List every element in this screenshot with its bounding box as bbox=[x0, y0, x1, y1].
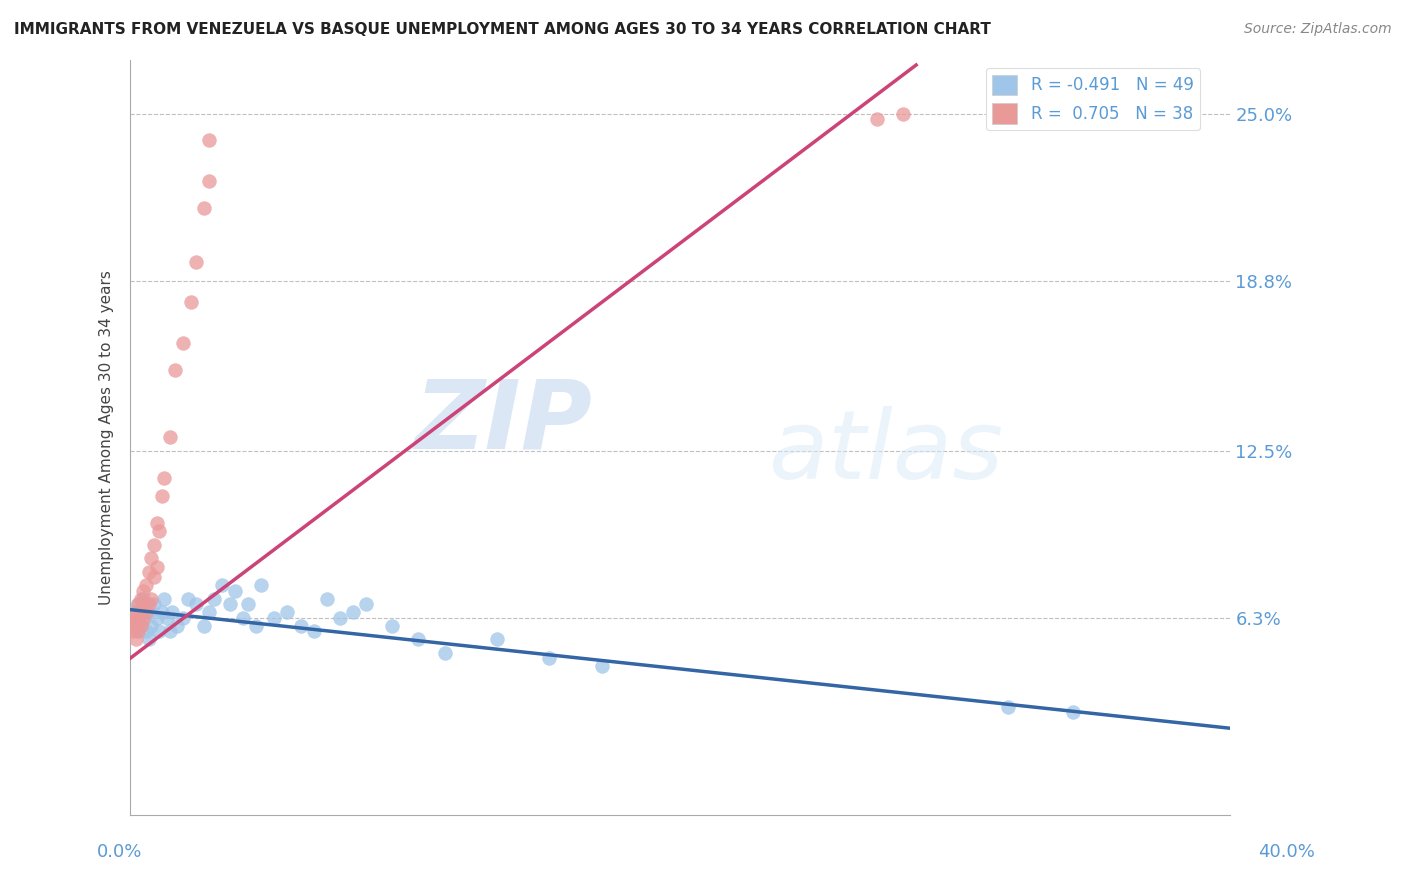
Point bbox=[132, 591, 155, 606]
Point bbox=[135, 605, 157, 619]
Point bbox=[127, 597, 149, 611]
Point bbox=[159, 624, 181, 639]
Point bbox=[163, 362, 186, 376]
Point bbox=[1062, 705, 1084, 719]
Point bbox=[245, 619, 267, 633]
Point bbox=[145, 516, 167, 531]
Point bbox=[218, 597, 240, 611]
Point bbox=[166, 619, 188, 633]
Text: Source: ZipAtlas.com: Source: ZipAtlas.com bbox=[1244, 22, 1392, 37]
Point bbox=[162, 605, 184, 619]
Y-axis label: Unemployment Among Ages 30 to 34 years: Unemployment Among Ages 30 to 34 years bbox=[100, 269, 114, 605]
Point bbox=[250, 578, 273, 592]
Point bbox=[132, 583, 155, 598]
Text: 40.0%: 40.0% bbox=[1258, 843, 1315, 861]
Point bbox=[408, 632, 430, 647]
Point bbox=[132, 597, 155, 611]
Point bbox=[124, 611, 146, 625]
Point bbox=[290, 619, 312, 633]
Point bbox=[148, 524, 170, 539]
Point bbox=[148, 624, 170, 639]
Point bbox=[433, 646, 456, 660]
Point bbox=[184, 597, 207, 611]
Point bbox=[159, 430, 181, 444]
Point bbox=[122, 605, 145, 619]
Point bbox=[153, 591, 176, 606]
Point bbox=[302, 624, 325, 639]
Point bbox=[127, 614, 149, 628]
Point bbox=[145, 559, 167, 574]
Point bbox=[129, 619, 152, 633]
Point bbox=[129, 605, 152, 619]
Point bbox=[193, 201, 215, 215]
Point bbox=[127, 597, 149, 611]
Point bbox=[153, 470, 176, 484]
Text: 0.0%: 0.0% bbox=[97, 843, 142, 861]
Point bbox=[124, 605, 146, 619]
Point bbox=[198, 605, 221, 619]
Point bbox=[354, 597, 377, 611]
Point bbox=[150, 490, 173, 504]
Point bbox=[180, 295, 202, 310]
Point bbox=[150, 605, 173, 619]
Point bbox=[127, 624, 149, 639]
Point bbox=[177, 591, 200, 606]
Point bbox=[224, 583, 246, 598]
Point bbox=[132, 611, 155, 625]
Legend: R = -0.491   N = 49, R =  0.705   N = 38: R = -0.491 N = 49, R = 0.705 N = 38 bbox=[986, 68, 1201, 130]
Point bbox=[135, 578, 157, 592]
Point bbox=[342, 605, 364, 619]
Point bbox=[129, 591, 152, 606]
Point bbox=[127, 624, 149, 639]
Text: atlas: atlas bbox=[769, 406, 1004, 499]
Point bbox=[122, 619, 145, 633]
Point bbox=[142, 597, 165, 611]
Point bbox=[138, 565, 160, 579]
Point bbox=[866, 112, 889, 126]
Point bbox=[232, 611, 254, 625]
Point bbox=[124, 632, 146, 647]
Point bbox=[238, 597, 260, 611]
Point bbox=[538, 651, 561, 665]
Point bbox=[132, 614, 155, 628]
Point bbox=[202, 591, 225, 606]
Point bbox=[156, 611, 179, 625]
Point bbox=[315, 591, 337, 606]
Point bbox=[997, 699, 1019, 714]
Point bbox=[198, 133, 221, 147]
Point bbox=[142, 570, 165, 584]
Point bbox=[172, 335, 194, 350]
Point bbox=[138, 632, 160, 647]
Point bbox=[329, 611, 352, 625]
Point bbox=[138, 605, 160, 619]
Point bbox=[486, 632, 509, 647]
Point bbox=[591, 659, 613, 673]
Point bbox=[122, 624, 145, 639]
Point bbox=[891, 106, 914, 120]
Point bbox=[138, 597, 160, 611]
Point bbox=[122, 614, 145, 628]
Point bbox=[142, 538, 165, 552]
Point bbox=[198, 174, 221, 188]
Point bbox=[184, 255, 207, 269]
Point bbox=[193, 619, 215, 633]
Point bbox=[141, 619, 163, 633]
Point bbox=[145, 611, 167, 625]
Point bbox=[276, 605, 298, 619]
Point bbox=[141, 591, 163, 606]
Text: IMMIGRANTS FROM VENEZUELA VS BASQUE UNEMPLOYMENT AMONG AGES 30 TO 34 YEARS CORRE: IMMIGRANTS FROM VENEZUELA VS BASQUE UNEM… bbox=[14, 22, 991, 37]
Point bbox=[263, 611, 285, 625]
Point bbox=[172, 611, 194, 625]
Point bbox=[129, 619, 152, 633]
Point bbox=[124, 611, 146, 625]
Point bbox=[141, 551, 163, 566]
Text: ZIP: ZIP bbox=[415, 376, 592, 468]
Point bbox=[381, 619, 404, 633]
Point bbox=[135, 624, 157, 639]
Point bbox=[211, 578, 233, 592]
